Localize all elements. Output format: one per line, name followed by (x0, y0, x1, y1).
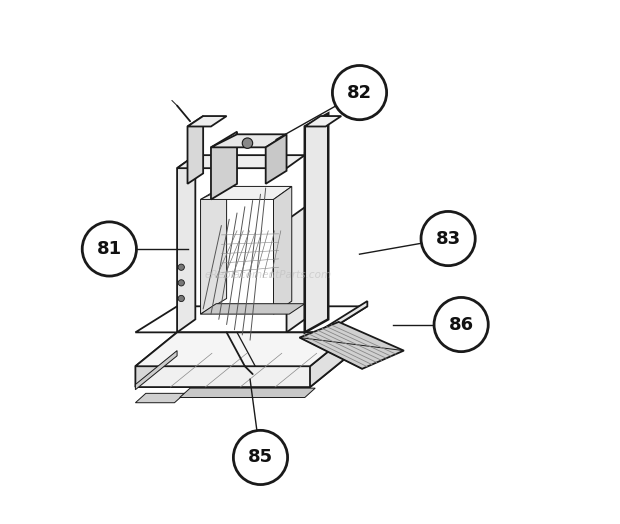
Circle shape (82, 222, 136, 276)
Polygon shape (135, 332, 352, 366)
Polygon shape (310, 332, 352, 387)
Polygon shape (187, 116, 203, 184)
Circle shape (178, 264, 184, 270)
Polygon shape (266, 134, 286, 184)
Polygon shape (326, 301, 367, 332)
Polygon shape (305, 114, 328, 332)
Text: 83: 83 (436, 230, 461, 247)
Circle shape (421, 212, 475, 266)
Polygon shape (286, 208, 305, 332)
Circle shape (178, 296, 184, 302)
Text: eReplacementParts.com: eReplacementParts.com (205, 270, 332, 280)
Polygon shape (305, 139, 326, 332)
Polygon shape (187, 116, 226, 126)
Polygon shape (273, 187, 292, 314)
Text: 81: 81 (97, 240, 122, 258)
Polygon shape (305, 116, 341, 126)
Polygon shape (211, 134, 286, 147)
Text: 86: 86 (449, 315, 474, 334)
Circle shape (434, 298, 489, 352)
Polygon shape (200, 184, 226, 314)
Polygon shape (200, 304, 305, 314)
Polygon shape (135, 332, 177, 387)
Circle shape (242, 138, 253, 148)
Polygon shape (299, 322, 404, 369)
Polygon shape (177, 155, 305, 168)
Polygon shape (135, 353, 352, 387)
Polygon shape (200, 187, 292, 200)
Circle shape (332, 66, 387, 119)
Polygon shape (211, 132, 237, 200)
Polygon shape (180, 388, 315, 398)
Circle shape (233, 430, 288, 485)
Polygon shape (177, 155, 195, 332)
Circle shape (178, 280, 184, 286)
Text: 82: 82 (347, 84, 372, 102)
Text: 85: 85 (248, 449, 273, 466)
Polygon shape (135, 351, 177, 390)
Polygon shape (135, 394, 185, 403)
